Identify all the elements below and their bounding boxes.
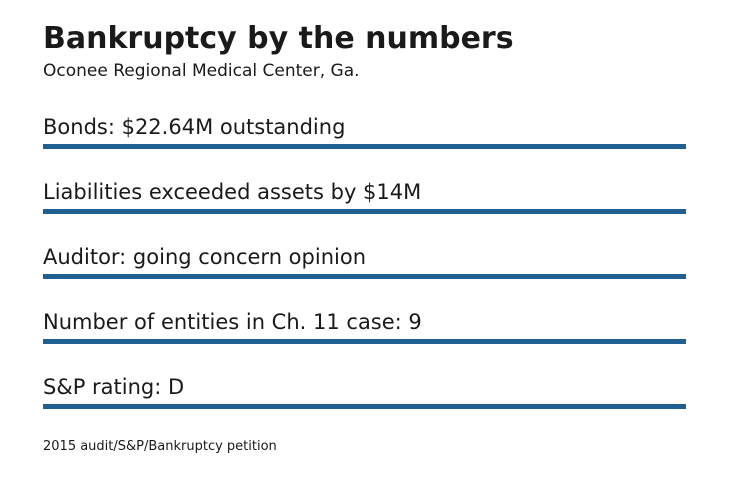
divider-rule (43, 339, 686, 344)
page-title: Bankruptcy by the numbers (43, 21, 514, 56)
fact-item-liabilities: Liabilities exceeded assets by $14M (43, 176, 686, 241)
fact-text: Bonds: $22.64M outstanding (43, 115, 346, 139)
fact-item-rating: S&P rating: D (43, 371, 686, 436)
divider-rule (43, 274, 686, 279)
facts-list: Bonds: $22.64M outstanding Liabilities e… (43, 111, 686, 436)
divider-rule (43, 404, 686, 409)
divider-rule (43, 209, 686, 214)
divider-rule (43, 144, 686, 149)
fact-text: S&P rating: D (43, 375, 185, 399)
fact-text: Number of entities in Ch. 11 case: 9 (43, 310, 422, 334)
fact-text: Auditor: going concern opinion (43, 245, 366, 269)
fact-item-bonds: Bonds: $22.64M outstanding (43, 111, 686, 176)
page-subtitle: Oconee Regional Medical Center, Ga. (43, 61, 360, 81)
fact-item-auditor: Auditor: going concern opinion (43, 241, 686, 306)
fact-text: Liabilities exceeded assets by $14M (43, 180, 422, 204)
source-note: 2015 audit/S&P/Bankruptcy petition (43, 439, 277, 454)
fact-item-entities: Number of entities in Ch. 11 case: 9 (43, 306, 686, 371)
